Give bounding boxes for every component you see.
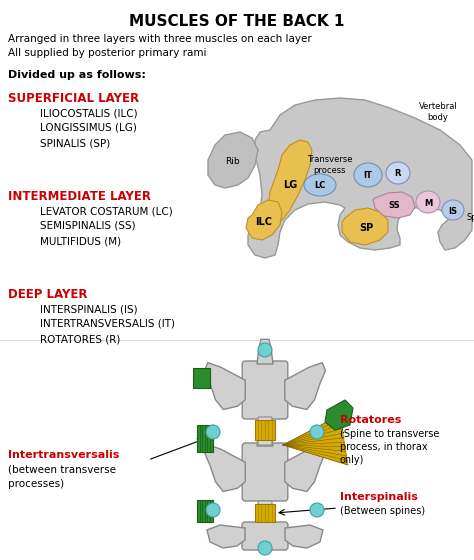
Text: SPINALIS (SP): SPINALIS (SP) [40, 138, 110, 148]
Polygon shape [208, 132, 258, 188]
Text: SEMISPINALIS (SS): SEMISPINALIS (SS) [40, 221, 136, 231]
Text: INTERTRANSVERSALIS (IT): INTERTRANSVERSALIS (IT) [40, 319, 175, 329]
Polygon shape [285, 445, 326, 492]
Text: LG: LG [283, 180, 297, 190]
Circle shape [206, 425, 220, 439]
Ellipse shape [416, 191, 440, 213]
Polygon shape [204, 445, 245, 492]
Ellipse shape [304, 174, 336, 196]
Text: SUPERFICIAL LAYER: SUPERFICIAL LAYER [8, 92, 139, 105]
Polygon shape [207, 525, 245, 548]
Polygon shape [204, 363, 245, 409]
Polygon shape [197, 425, 213, 452]
Polygon shape [283, 415, 348, 465]
Text: SS: SS [388, 200, 400, 209]
Polygon shape [257, 421, 273, 446]
Text: DEEP LAYER: DEEP LAYER [8, 288, 88, 301]
Text: IT: IT [364, 171, 373, 180]
Text: INTERSPINALIS (IS): INTERSPINALIS (IS) [40, 304, 137, 314]
Polygon shape [255, 504, 275, 522]
Ellipse shape [354, 163, 382, 187]
Polygon shape [255, 420, 275, 440]
Text: Transverse
process: Transverse process [307, 155, 353, 175]
Text: Divided up as follows:: Divided up as follows: [8, 70, 146, 80]
Text: M: M [424, 198, 432, 208]
Text: SP: SP [359, 223, 373, 233]
Text: Intertransversalis: Intertransversalis [8, 450, 119, 460]
Text: LONGISSIMUS (LG): LONGISSIMUS (LG) [40, 123, 137, 133]
Polygon shape [257, 339, 273, 364]
Polygon shape [342, 208, 388, 245]
Text: process, in thorax: process, in thorax [340, 442, 428, 452]
Circle shape [206, 503, 220, 517]
Text: ILIOCOSTALIS (ILC): ILIOCOSTALIS (ILC) [40, 108, 137, 118]
Text: All supplied by posterior primary rami: All supplied by posterior primary rami [8, 48, 207, 58]
Polygon shape [373, 192, 415, 218]
Text: Rib: Rib [225, 157, 239, 166]
Text: LC: LC [314, 181, 326, 190]
Text: (between transverse: (between transverse [8, 465, 116, 475]
Polygon shape [246, 200, 282, 240]
Circle shape [310, 425, 324, 439]
FancyBboxPatch shape [242, 522, 288, 550]
Text: Arranged in three layers with three muscles on each layer: Arranged in three layers with three musc… [8, 34, 312, 44]
Text: (Spine to transverse: (Spine to transverse [340, 429, 439, 439]
Text: ROTATORES (R): ROTATORES (R) [40, 334, 120, 344]
Polygon shape [197, 500, 213, 522]
FancyBboxPatch shape [258, 417, 272, 445]
Ellipse shape [442, 200, 464, 220]
Text: IS: IS [448, 207, 457, 216]
Text: (Between spines): (Between spines) [340, 506, 425, 516]
Text: only): only) [340, 455, 365, 465]
Text: ILC: ILC [255, 217, 273, 227]
FancyBboxPatch shape [242, 443, 288, 501]
Circle shape [310, 503, 324, 517]
Circle shape [258, 541, 272, 555]
Text: Vertebral
body: Vertebral body [419, 102, 457, 122]
Text: MUSCLES OF THE BACK 1: MUSCLES OF THE BACK 1 [129, 14, 345, 29]
Text: Rotatores: Rotatores [340, 415, 401, 425]
Polygon shape [193, 368, 210, 388]
Polygon shape [325, 400, 353, 430]
Polygon shape [248, 98, 472, 258]
FancyBboxPatch shape [242, 361, 288, 419]
Polygon shape [285, 525, 323, 548]
Text: R: R [395, 170, 401, 179]
Text: LEVATOR COSTARUM (LC): LEVATOR COSTARUM (LC) [40, 206, 173, 216]
Text: MULTIFIDUS (M): MULTIFIDUS (M) [40, 236, 121, 246]
Polygon shape [285, 363, 326, 409]
Text: Spine: Spine [467, 213, 474, 222]
Polygon shape [268, 140, 312, 225]
Text: processes): processes) [8, 479, 64, 489]
Ellipse shape [386, 162, 410, 184]
FancyBboxPatch shape [258, 501, 272, 521]
Text: INTERMEDIATE LAYER: INTERMEDIATE LAYER [8, 190, 151, 203]
Circle shape [258, 343, 272, 357]
Text: Interspinalis: Interspinalis [340, 492, 418, 502]
